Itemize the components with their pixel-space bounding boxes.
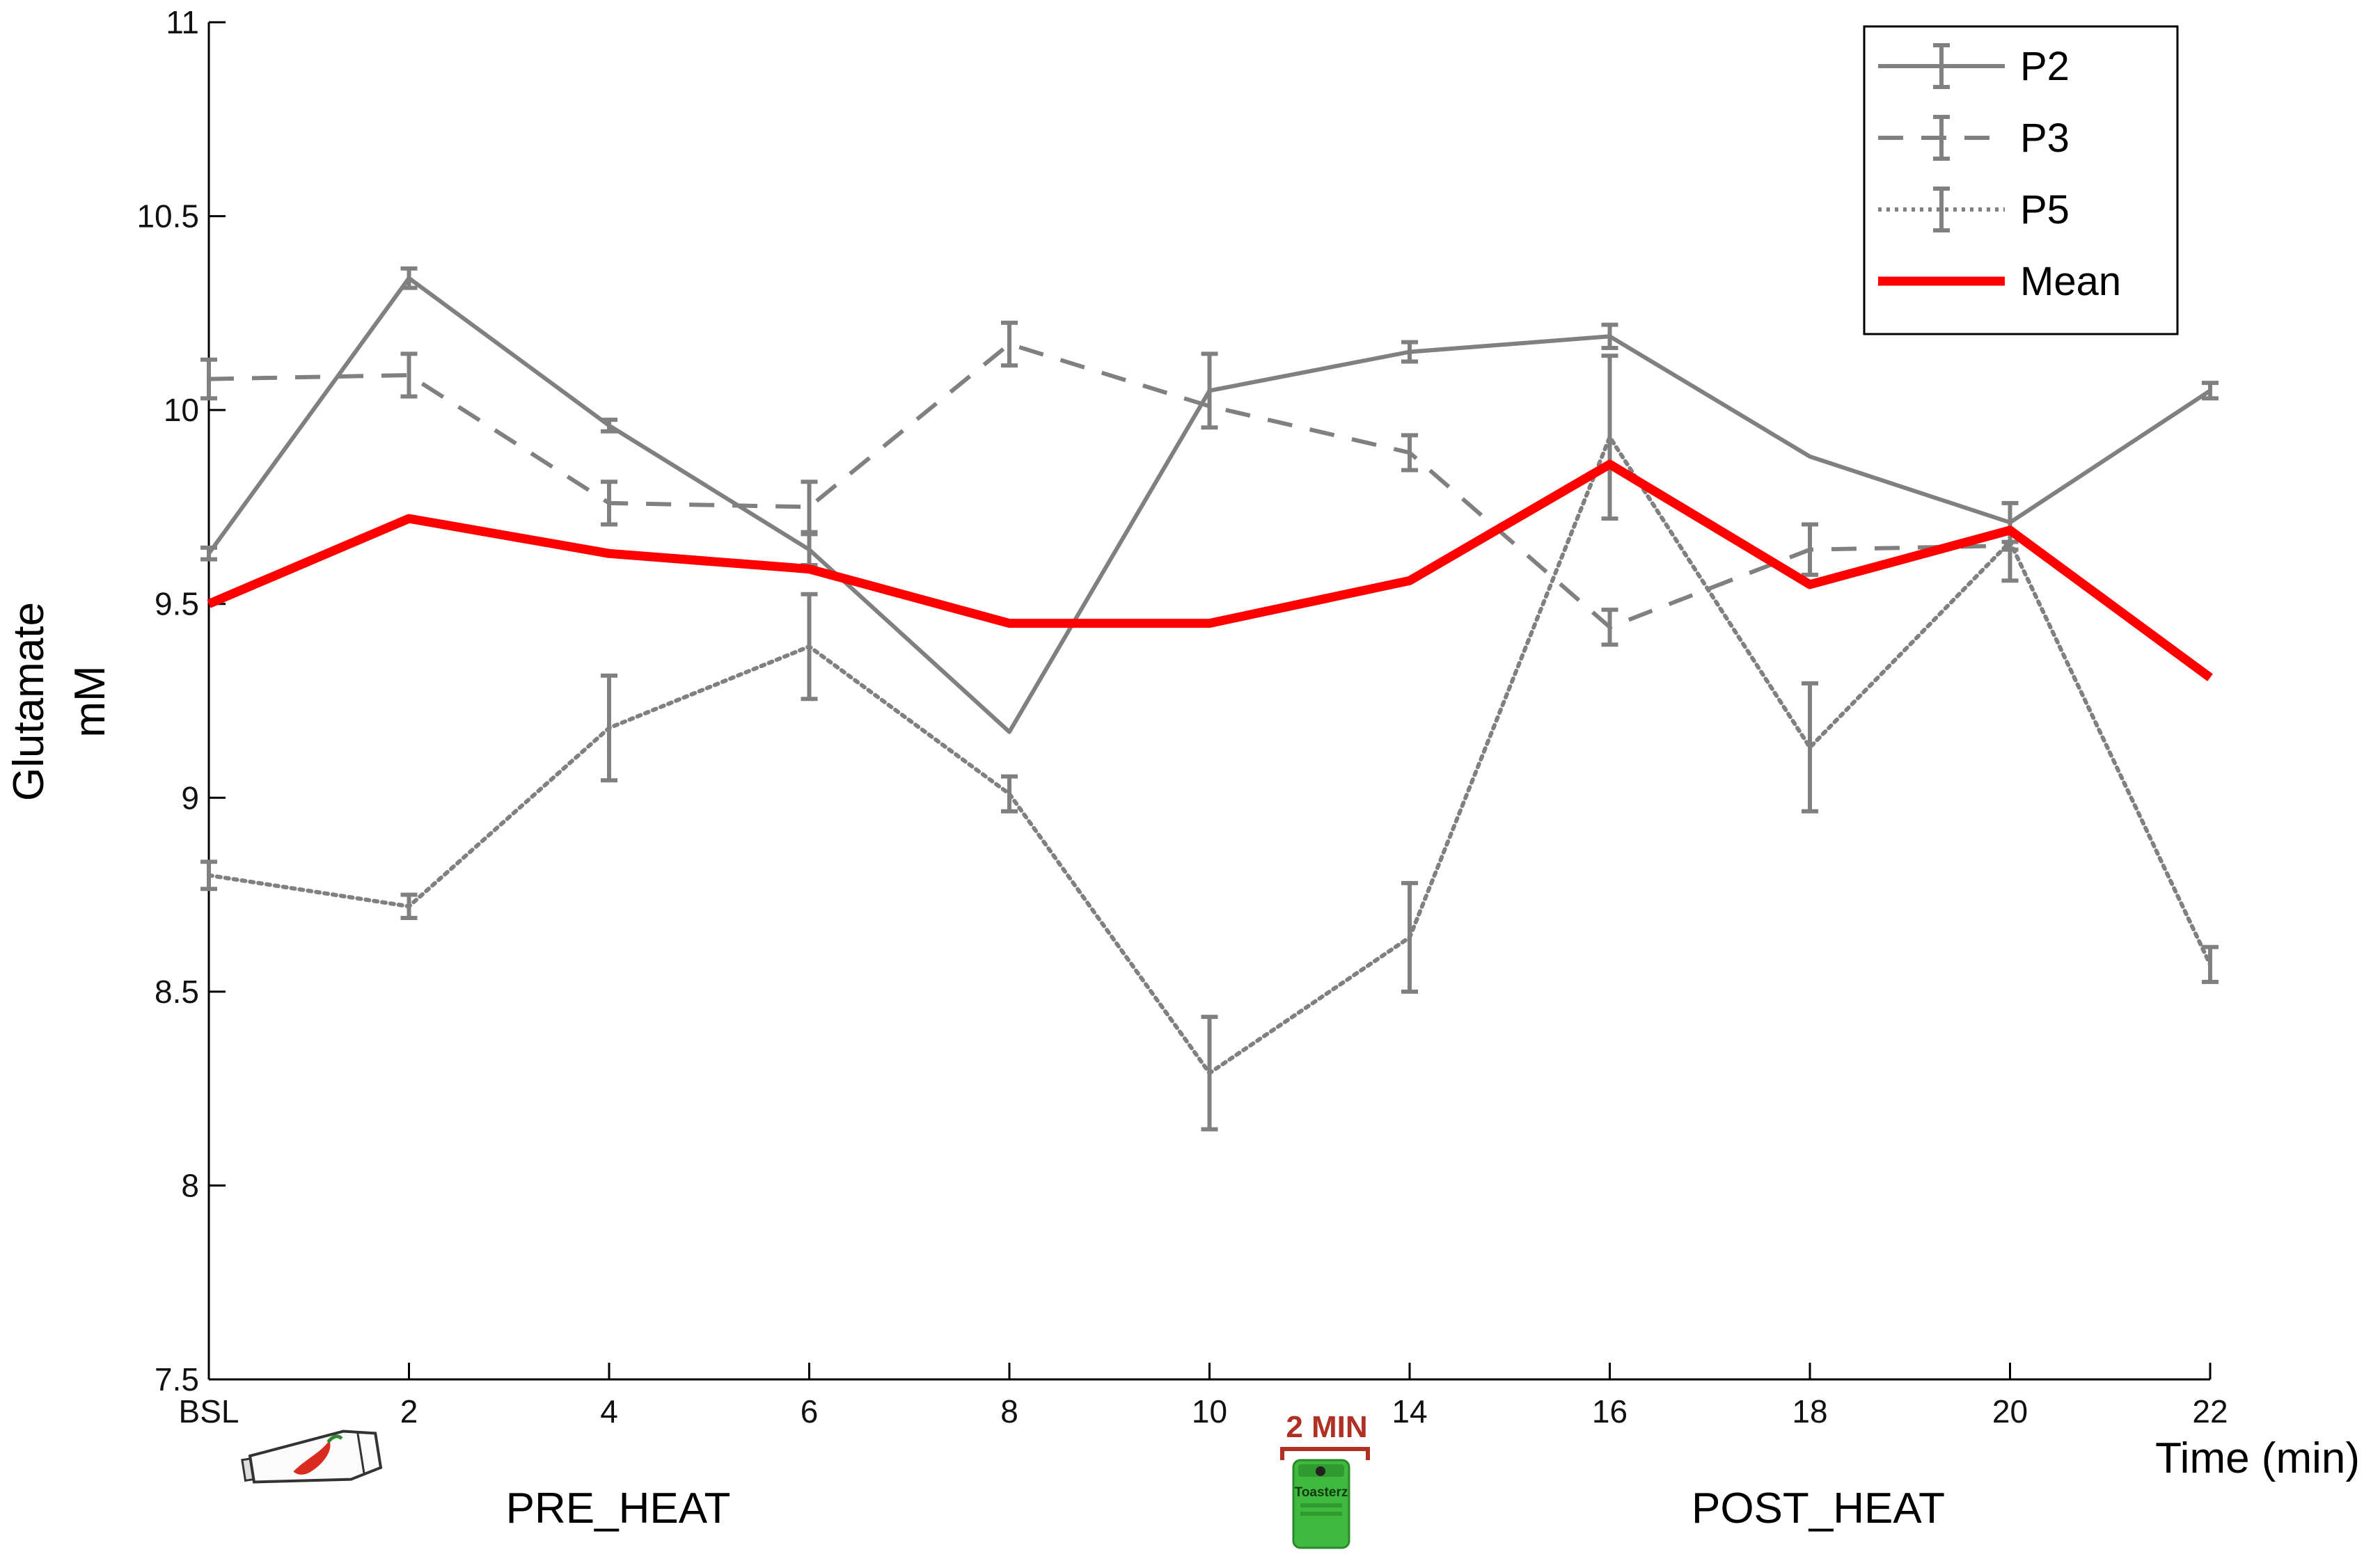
error-bar-p5 [801,592,818,702]
duration-marker: 2 MIN [1280,1410,1370,1460]
x-tick-label: 8 [1000,1393,1018,1430]
duration-bracket [1280,1447,1370,1460]
y-tick-label: 11 [166,4,199,40]
y-axis-title: Glutamate [5,602,53,801]
axes: 7.5 8 8.5 9 9.5 10 10.5 11 BSL 2 4 6 8 10 14 16 18 20 22 [136,4,2228,1430]
error-bar-p5 [601,673,617,783]
x-tick-label: 22 [2192,1393,2228,1430]
error-bar-p2 [400,266,418,290]
y-axis-title-line2: mM [66,665,114,737]
legend-label-mean: Mean [2020,259,2121,304]
error-bar-p3 [200,357,217,401]
error-bar-p3 [400,351,418,399]
x-tick-label: 6 [801,1393,819,1430]
y-tick-label: 9.5 [155,586,199,622]
series-line-mean [207,459,2213,681]
error-bar-p5 [1802,681,1818,814]
series-p3 [200,320,2019,647]
series-mean [207,459,2213,681]
error-bar-p3 [1001,320,1018,368]
y-axis-title-line1: Glutamate [5,602,53,801]
duration-label: 2 MIN [1286,1410,1367,1444]
x-axis-title: Time (min) [2155,1434,2360,1482]
x-tick-label: 16 [1592,1393,1628,1430]
error-bar-p5 [1201,1015,1218,1132]
y-tick-label: 10.5 [136,198,199,235]
error-bar-p2 [801,532,818,567]
y-tick-label: 7.5 [155,1361,199,1397]
error-bar-p2 [1201,351,1218,430]
x-tick-label: 18 [1792,1393,1827,1430]
legend: P2 P3 P5 Mean [1863,25,2179,335]
series-line-p2 [207,276,2212,734]
x-tick-label: 2 [400,1393,418,1430]
error-bar-p3 [601,480,617,527]
y-tick-label: 10 [164,392,199,428]
error-bar-p2 [1601,322,1618,350]
legend-label-p5: P5 [2020,187,2070,232]
error-bar-p5 [400,892,418,920]
error-bar-p3 [1401,433,1418,473]
heat-pack-brand: Toasterz [1295,1485,1348,1500]
x-ticks: BSL 2 4 6 8 10 14 16 18 20 22 [179,1363,2228,1430]
legend-entry-mean: Mean [1878,259,2121,304]
error-bar-p5 [1401,880,1418,994]
x-tick-label: 20 [1992,1393,2028,1430]
capsaicin-cream-tube-icon [241,1430,383,1484]
y-tick-label: 8 [181,1167,199,1203]
legend-label-p3: P3 [2020,116,2070,161]
error-bar-p5 [1001,774,1018,814]
x-tick-label: 14 [1392,1393,1427,1430]
series-p5 [200,354,2219,1132]
error-bar-p5 [200,860,217,892]
error-bar-p5 [2001,500,2019,583]
y-ticks: 7.5 8 8.5 9 9.5 10 10.5 11 [136,4,226,1397]
post-heat-label: POST_HEAT [1692,1484,1945,1533]
error-bar-p2 [601,418,617,434]
x-tick-label: 4 [600,1393,618,1430]
x-tick-label: 10 [1192,1393,1227,1430]
y-tick-label: 9 [181,779,199,816]
error-bar-p3 [801,480,818,534]
green-heat-pack-icon: Toasterz [1292,1459,1350,1549]
error-bar-p3 [1802,522,1818,577]
error-bar-p3 [1601,608,1618,647]
error-bar-p5 [2202,944,2219,984]
legend-entry-p3: P3 [1878,115,2070,161]
y-tick-label: 8.5 [155,974,199,1010]
legend-entry-p5: P5 [1878,187,2070,232]
error-bar-p2 [2202,381,2219,401]
error-bar-p5 [1601,354,1618,521]
legend-label-p2: P2 [2020,44,2070,89]
series-layer [200,266,2219,1132]
error-bar-p2 [200,545,217,562]
pre-heat-label: PRE_HEAT [506,1484,731,1533]
error-bar-p2 [1401,340,1418,364]
legend-entries: P2 P3 P5 Mean [1878,43,2121,304]
x-tick-label: BSL [179,1393,239,1430]
y-axis-title-unit: mM [66,665,114,737]
legend-entry-p2: P2 [1878,43,2070,89]
series-p2 [200,266,2219,734]
series-line-p3 [208,342,2010,630]
